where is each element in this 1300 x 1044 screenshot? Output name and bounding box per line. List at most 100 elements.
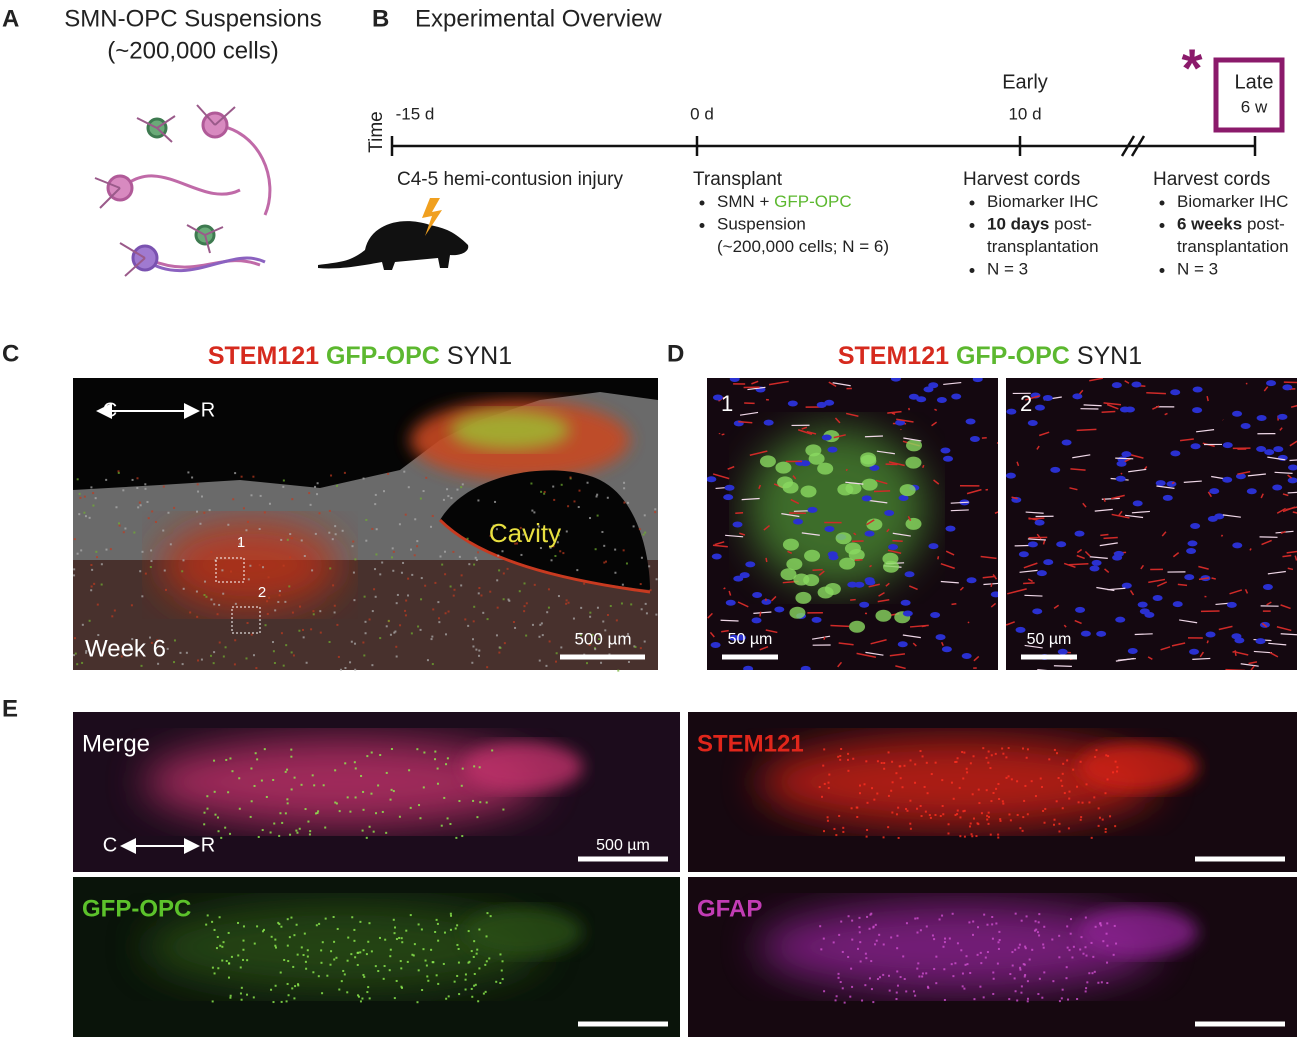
texture	[1079, 818, 1082, 821]
fiber	[864, 435, 883, 438]
texture	[475, 952, 478, 955]
texture	[371, 664, 374, 667]
texture	[374, 503, 377, 506]
fiber	[1103, 402, 1122, 406]
fiber	[1025, 511, 1044, 514]
texture	[314, 812, 317, 815]
fiber	[1220, 534, 1224, 537]
orientation-label: R	[201, 399, 215, 421]
fiber	[747, 386, 766, 391]
texture	[250, 633, 253, 636]
texture	[238, 542, 241, 545]
texture	[294, 985, 297, 988]
fiber	[709, 631, 715, 638]
texture	[304, 960, 307, 963]
texture	[140, 664, 143, 667]
bullet	[969, 223, 975, 228]
fiber	[1156, 581, 1168, 587]
texture	[1104, 792, 1107, 795]
nucleus	[1264, 449, 1275, 456]
texture	[164, 588, 167, 591]
texture	[545, 664, 548, 667]
texture	[841, 950, 844, 953]
texture	[969, 762, 972, 765]
nucleus	[930, 611, 941, 618]
texture	[565, 599, 568, 602]
texture	[640, 556, 643, 559]
texture	[464, 618, 467, 621]
fiber	[765, 629, 778, 634]
texture	[246, 959, 249, 962]
texture	[898, 765, 901, 768]
texture	[1036, 931, 1039, 934]
texture	[1106, 961, 1109, 964]
texture	[285, 1000, 288, 1003]
texture	[237, 921, 240, 924]
texture	[410, 632, 413, 635]
texture	[331, 538, 334, 541]
texture	[903, 978, 906, 981]
event-line: Biomarker IHC	[1177, 192, 1288, 211]
texture	[162, 529, 165, 532]
texture	[562, 552, 565, 555]
fiber	[1199, 651, 1205, 658]
texture	[935, 982, 938, 985]
texture	[863, 783, 866, 786]
texture	[1081, 801, 1084, 804]
texture	[617, 669, 620, 672]
texture	[398, 523, 401, 526]
texture	[271, 641, 274, 644]
texture	[92, 504, 95, 507]
texture	[210, 598, 213, 601]
texture	[980, 962, 983, 965]
texture	[1024, 945, 1027, 948]
texture	[882, 973, 885, 976]
texture	[823, 990, 826, 993]
texture	[909, 759, 912, 762]
texture	[368, 825, 371, 828]
texture	[227, 791, 230, 794]
texture	[486, 666, 489, 669]
fiber	[735, 511, 744, 514]
texture	[1076, 998, 1079, 1001]
texture	[849, 995, 852, 998]
texture	[606, 496, 609, 499]
texture	[460, 784, 463, 787]
texture	[473, 563, 476, 566]
texture	[872, 925, 875, 928]
texture	[933, 938, 936, 941]
fiber	[721, 629, 729, 633]
texture	[972, 755, 975, 758]
nucleus	[900, 599, 911, 606]
texture	[368, 618, 371, 621]
texture	[272, 778, 275, 781]
texture	[914, 781, 917, 784]
fiber	[1063, 562, 1076, 568]
nucleus	[1287, 477, 1297, 484]
nucleus	[723, 494, 734, 501]
fiber	[892, 539, 903, 542]
texture	[115, 506, 118, 509]
texture	[410, 548, 413, 551]
texture	[497, 554, 500, 557]
texture	[464, 978, 467, 981]
texture	[412, 954, 415, 957]
nucleus	[1042, 395, 1053, 402]
texture	[105, 478, 108, 481]
texture	[473, 984, 476, 987]
texture	[999, 819, 1002, 822]
texture	[501, 550, 504, 553]
texture	[438, 621, 441, 624]
texture	[234, 602, 237, 605]
texture	[921, 972, 924, 975]
texture	[1088, 801, 1091, 804]
texture	[117, 471, 120, 474]
texture	[173, 639, 176, 642]
texture	[416, 1001, 419, 1004]
texture	[473, 972, 476, 975]
fiber	[1290, 404, 1297, 408]
glow	[143, 737, 543, 827]
texture	[239, 966, 242, 969]
texture	[1100, 924, 1103, 927]
text-segment: (~200,000 cells; N = 6)	[717, 237, 889, 256]
